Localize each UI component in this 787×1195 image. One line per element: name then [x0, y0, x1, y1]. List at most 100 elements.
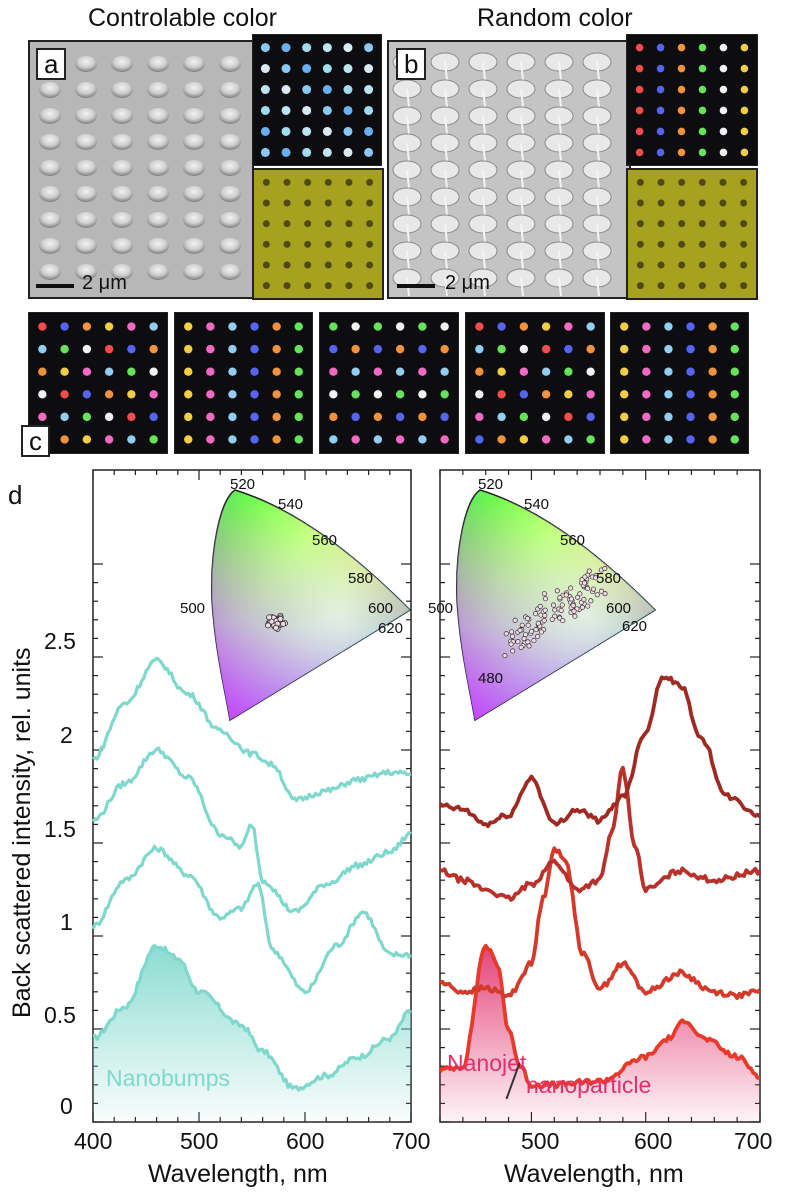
scatter-spot — [730, 412, 739, 422]
scatter-spot — [373, 322, 383, 331]
scatter-spot — [719, 199, 727, 207]
scatter-spot — [475, 344, 484, 354]
sem-bump — [111, 134, 133, 150]
scatter-spot — [260, 126, 270, 136]
sem-bump — [111, 82, 133, 98]
sem-bump — [147, 134, 169, 150]
label-nanoparticle: nanoparticle — [526, 1072, 652, 1098]
scatter-spot — [366, 240, 374, 248]
cie-point — [594, 592, 600, 598]
scatter-spot — [620, 390, 629, 399]
cie-right-tick-480: 480 — [478, 670, 504, 687]
scatter-spot — [324, 261, 332, 269]
sem-bump — [219, 82, 241, 98]
panel-label-b: b — [396, 48, 427, 80]
scatter-spot — [686, 412, 695, 422]
scatter-spot — [497, 367, 506, 376]
scatter-spot — [149, 322, 158, 331]
cie-point — [508, 641, 514, 647]
scatter-spot — [664, 390, 673, 399]
scatter-spot — [127, 344, 136, 354]
series-line-third — [91, 746, 412, 914]
scatter-spot — [635, 148, 644, 157]
scatter-spot — [127, 435, 136, 444]
scatter-spot — [395, 322, 405, 331]
sem-bump — [39, 160, 61, 176]
scatter-spot — [698, 261, 706, 269]
scatter-spot — [740, 43, 749, 52]
scatter-spot — [519, 322, 529, 331]
scatter-spot — [708, 322, 717, 331]
scatter-spot — [351, 412, 360, 422]
scatter-spot — [719, 127, 728, 136]
scatter-spot — [329, 435, 338, 444]
sem-bump — [183, 56, 205, 72]
cie-point — [524, 615, 531, 622]
scatter-spot — [302, 105, 312, 115]
scatter-spot — [345, 261, 353, 269]
sem-bump — [219, 212, 241, 228]
scatter-spot — [364, 126, 374, 136]
scale-text-a: 2 μm — [82, 272, 127, 294]
scatter-spot — [418, 322, 427, 331]
sem-bump — [147, 186, 169, 202]
scatter-spot — [104, 435, 114, 444]
x-axis-label-right: Wavelength, nm — [504, 1160, 684, 1188]
scatter-spot — [656, 106, 665, 115]
scatter-spot — [708, 435, 717, 444]
scatter-spot — [82, 390, 92, 399]
scatter-spot — [740, 199, 748, 207]
scatter-spot — [272, 412, 281, 422]
scatter-spot — [636, 261, 644, 269]
scatter-spot — [281, 85, 291, 95]
sem-bump — [39, 186, 61, 202]
scatter-spot — [304, 199, 312, 207]
scatter-spot — [260, 105, 270, 115]
scatter-spot — [260, 85, 270, 95]
scatter-spot — [475, 435, 484, 444]
scatter-spot — [440, 412, 449, 422]
cie-point — [549, 616, 555, 622]
scatter-spot — [366, 220, 374, 228]
scatter-spot — [564, 435, 573, 444]
darkfield-c4 — [465, 312, 605, 454]
scatter-spot — [395, 367, 405, 376]
scatter-spot — [364, 105, 374, 115]
scatter-spot — [719, 106, 728, 115]
sem-jet — [482, 250, 486, 270]
scatter-spot — [127, 412, 136, 422]
ytick-2: 2 — [60, 722, 73, 748]
sem-bump — [75, 212, 97, 228]
scatter-spot — [418, 390, 427, 399]
scatter-spot — [262, 199, 270, 207]
cie-point — [572, 613, 578, 619]
scatter-spot — [38, 322, 47, 331]
sem-jet — [596, 61, 600, 81]
scatter-spot — [260, 43, 270, 53]
scatter-spot — [657, 178, 665, 186]
scatter-spot — [586, 390, 595, 399]
cie-point — [541, 591, 547, 597]
cie-point — [592, 575, 599, 581]
scatter-spot — [730, 367, 739, 376]
scatter-spot — [636, 220, 644, 228]
scatter-spot — [351, 390, 360, 399]
scatter-spot — [719, 282, 727, 290]
ytick-1: 1 — [60, 909, 73, 935]
sem-jet — [520, 250, 524, 270]
sem-jet — [596, 250, 600, 270]
scatter-spot — [564, 390, 573, 399]
scatter-spot — [184, 367, 193, 376]
scatter-spot — [740, 85, 749, 94]
scatter-spot — [281, 126, 291, 136]
scatter-spot — [677, 106, 686, 115]
sem-bump — [219, 108, 241, 124]
scatter-spot — [322, 105, 332, 115]
brightfield-inset-a — [252, 168, 384, 300]
scatter-spot — [343, 64, 353, 74]
sem-bump — [183, 108, 205, 124]
cie-point — [533, 627, 539, 633]
sem-bump — [147, 82, 169, 98]
scatter-spot — [149, 412, 158, 422]
cie-right-tick-500: 500 — [428, 600, 454, 617]
